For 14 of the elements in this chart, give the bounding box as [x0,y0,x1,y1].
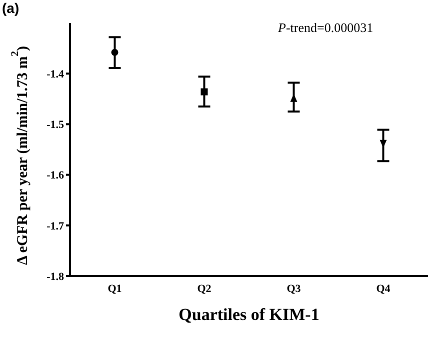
x-tick-label: Q1 [108,282,122,295]
y-tick-label: -1.7 [46,220,64,232]
point [111,48,118,56]
chart-title: (a) [2,0,20,16]
y-tick-label: -1.8 [46,270,64,283]
y-tick-label: -1.4 [46,68,64,81]
x-axis-title: Quartiles of KIM-1 [178,305,320,324]
x-tick-label: Q4 [376,282,391,295]
x-tick-label: Q3 [286,282,302,295]
y-tick-label: -1.6 [46,170,64,182]
x-tick-label: Q2 [197,282,212,295]
y-tick-label: -1.5 [46,119,64,132]
annotation: P-trend=0.000031 [278,20,374,36]
point [200,88,208,96]
